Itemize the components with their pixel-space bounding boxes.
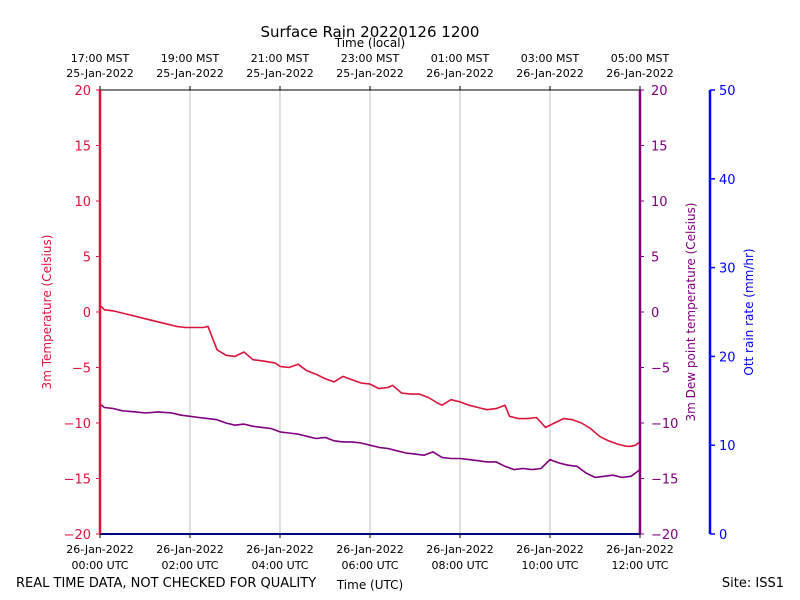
right-tick-label: 0 (651, 306, 659, 321)
bottom-tick-date: 26-Jan-2022 (66, 543, 134, 556)
left-tick-label: 0 (83, 306, 91, 321)
bottom-tick-time: 02:00 UTC (161, 559, 218, 572)
y-axis-left-label: 3m Temperature (Celsius) (40, 235, 54, 390)
right-tick-label: −10 (651, 417, 678, 432)
right-tick-label: −5 (651, 362, 670, 377)
top-tick-date: 26-Jan-2022 (606, 67, 674, 80)
rain-tick-label: 50 (719, 84, 736, 99)
grid-lines (99, 90, 641, 534)
right-tick-label: −20 (651, 528, 678, 543)
left-tick-label: −20 (64, 528, 91, 543)
top-tick-date: 26-Jan-2022 (426, 67, 494, 80)
bottom-tick-date: 26-Jan-2022 (606, 543, 674, 556)
top-tick-time: 21:00 MST (251, 52, 310, 65)
top-tick-time: 03:00 MST (521, 52, 580, 65)
bottom-tick-date: 26-Jan-2022 (156, 543, 224, 556)
top-tick-date: 26-Jan-2022 (516, 67, 584, 80)
bottom-tick-time: 10:00 UTC (521, 559, 578, 572)
top-tick-date: 25-Jan-2022 (246, 67, 314, 80)
left-tick-label: −5 (72, 362, 91, 377)
rain-tick-label: 20 (719, 350, 736, 365)
bottom-tick-date: 26-Jan-2022 (516, 543, 584, 556)
bottom-tick-date: 26-Jan-2022 (246, 543, 314, 556)
top-tick-date: 25-Jan-2022 (336, 67, 404, 80)
bottom-tick-time: 00:00 UTC (71, 559, 128, 572)
bottom-tick-date: 26-Jan-2022 (426, 543, 494, 556)
quality-disclaimer: REAL TIME DATA, NOT CHECKED FOR QUALITY (16, 576, 317, 591)
bottom-tick-time: 04:00 UTC (251, 559, 308, 572)
rain-tick-label: 30 (719, 262, 736, 277)
bottom-tick-time: 08:00 UTC (431, 559, 488, 572)
left-tick-label: −10 (64, 417, 91, 432)
top-tick-date: 25-Jan-2022 (66, 67, 134, 80)
left-tick-label: 10 (74, 195, 91, 210)
x-axis-top-label: Time (local) (334, 36, 406, 50)
bottom-tick-time: 12:00 UTC (611, 559, 668, 572)
left-tick-label: 15 (74, 140, 91, 155)
rain-tick-label: 10 (719, 439, 736, 454)
rain-tick-label: 0 (719, 528, 727, 543)
series-line-dewpoint (99, 403, 641, 479)
left-tick-label: 5 (83, 251, 91, 266)
right-tick-label: 15 (651, 140, 668, 155)
top-tick-time: 23:00 MST (341, 52, 400, 65)
site-label: Site: ISS1 (721, 576, 784, 591)
x-axis-bottom-label: Time (UTC) (336, 578, 403, 592)
tick-labels: 20151050−5−10−15−2020151050−5−10−15−2050… (64, 52, 736, 572)
rain-tick-label: 40 (719, 173, 736, 188)
series-line-temperature (99, 304, 641, 448)
top-tick-time: 01:00 MST (431, 52, 490, 65)
right-tick-label: 10 (651, 195, 668, 210)
bottom-tick-time: 06:00 UTC (341, 559, 398, 572)
left-tick-label: −15 (64, 473, 91, 488)
right-tick-label: 20 (651, 84, 668, 99)
right-tick-label: −15 (651, 473, 678, 488)
bottom-tick-date: 26-Jan-2022 (336, 543, 404, 556)
top-tick-date: 25-Jan-2022 (156, 67, 224, 80)
y-axis-right-label: 3m Dew point temperature (Celsius) (684, 203, 698, 422)
left-tick-label: 20 (74, 84, 91, 99)
top-tick-time: 17:00 MST (71, 52, 130, 65)
chart-title: Surface Rain 20220126 1200 (261, 23, 480, 41)
top-tick-time: 05:00 MST (611, 52, 670, 65)
axes (98, 89, 712, 535)
y-axis-far-right-label: Ott rain rate (mm/hr) (742, 248, 756, 375)
right-tick-label: 5 (651, 251, 659, 266)
top-tick-time: 19:00 MST (161, 52, 220, 65)
